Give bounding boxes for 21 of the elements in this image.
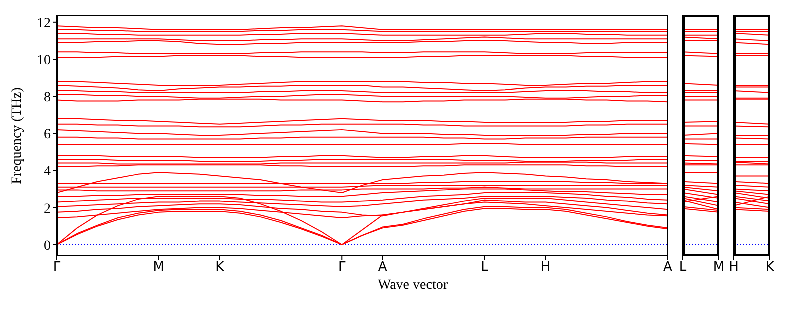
x-axis-title: Wave vector (377, 278, 449, 294)
x-tick-label: L (481, 260, 490, 276)
x-tick-label: K (766, 260, 775, 276)
x-tick-label: L (679, 260, 688, 276)
x-tick-label: M (153, 260, 164, 276)
x-tick-label: K (216, 260, 225, 276)
x-tick-label: M (713, 260, 725, 276)
x-tick-label: H (729, 260, 739, 276)
y-tick-label: 2 (44, 202, 51, 217)
y-tick-label: 4 (44, 164, 51, 180)
y-axis-title: Frequency (THz) (9, 86, 26, 186)
y-tick-label: 12 (37, 16, 51, 32)
y-tick-label: 10 (37, 53, 51, 68)
x-tick-label: H (540, 260, 551, 276)
x-tick-label: A (378, 260, 388, 276)
x-tick-label: Γ (53, 260, 62, 276)
y-tick-label: 0 (44, 238, 51, 254)
x-tick-label: Γ (338, 260, 347, 276)
x-tick-label: A (664, 260, 673, 276)
y-tick-label: 8 (44, 90, 51, 106)
y-tick-label: 6 (44, 128, 51, 143)
